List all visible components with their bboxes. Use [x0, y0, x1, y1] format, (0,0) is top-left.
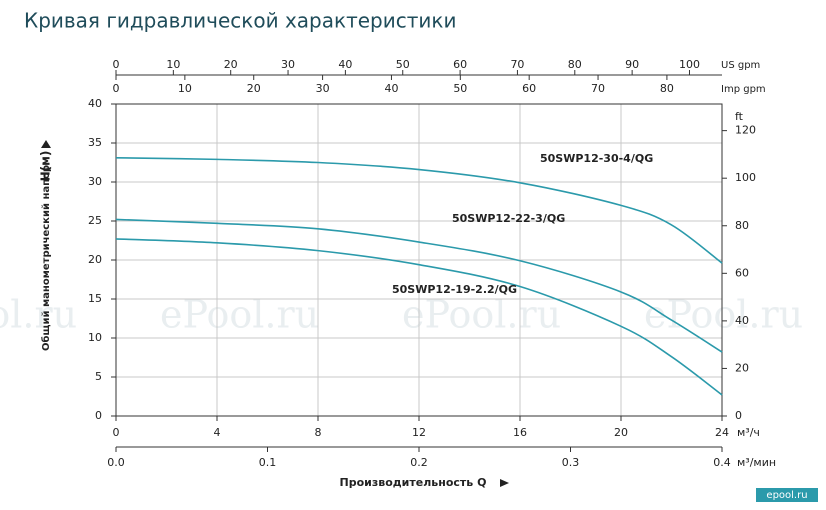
top-tick-label: 80 [660, 82, 674, 95]
x-min-tick-label: 0.3 [562, 456, 580, 469]
watermark: ePool.ru [644, 293, 803, 337]
curve [115, 238, 723, 396]
x-tick-label: 20 [614, 426, 628, 439]
top-tick-label: 90 [625, 58, 639, 71]
y2-tick-label: 120 [735, 124, 756, 137]
x-unit: м³/ч [737, 426, 760, 439]
top-tick-label: 40 [338, 58, 352, 71]
top-tick-label: 60 [453, 58, 467, 71]
y-tick-label: 25 [88, 214, 102, 227]
top-tick-label: 20 [247, 82, 261, 95]
top-tick-label: 0 [113, 82, 120, 95]
x-tick-label: 8 [315, 426, 322, 439]
y-tick-label: 35 [88, 136, 102, 149]
curve [115, 218, 723, 353]
x-min-tick-label: 0.1 [259, 456, 277, 469]
top-tick-label: 30 [316, 82, 330, 95]
logo: epool.ru [766, 490, 807, 501]
y-tick-label: 15 [88, 292, 102, 305]
y2-tick-label: 20 [735, 361, 749, 374]
top-tick-label: 50 [396, 58, 410, 71]
x-tick-label: 12 [412, 426, 426, 439]
series-label: 50SWP12-30-4/QG [540, 152, 653, 165]
top-tick-label: 50 [453, 82, 467, 95]
x-min-tick-label: 0.4 [713, 456, 731, 469]
top-tick-label: 60 [522, 82, 536, 95]
y2-tick-label: 40 [735, 314, 749, 327]
top-tick-label: 20 [224, 58, 238, 71]
logo-box [756, 488, 818, 502]
chart-title: Кривая гидравлической характеристики [24, 9, 456, 33]
y-tick-label: 5 [95, 370, 102, 383]
y2-tick-label: 100 [735, 171, 756, 184]
y2-tick-label: 60 [735, 266, 749, 279]
y2-unit: ft [735, 110, 744, 123]
top-unit: Imp gpm [721, 84, 766, 95]
series-label: 50SWP12-19-2.2/QG [392, 283, 517, 296]
y-tick-label: 20 [88, 253, 102, 266]
top-tick-label: 100 [679, 58, 700, 71]
x-tick-label: 24 [715, 426, 729, 439]
top-tick-label: 70 [591, 82, 605, 95]
y-arrow [41, 140, 51, 148]
y-axis-symbol: H(м) [39, 151, 53, 182]
x-min-tick-label: 0.2 [410, 456, 428, 469]
y-tick-label: 0 [95, 409, 102, 422]
x-tick-label: 0 [113, 426, 120, 439]
x-axis-label: Производительность Q [340, 476, 487, 489]
top-tick-label: 10 [178, 82, 192, 95]
top-unit: US gpm [721, 60, 760, 71]
x-tick-label: 4 [214, 426, 221, 439]
top-tick-label: 10 [166, 58, 180, 71]
x-min-unit: м³/мин [737, 456, 776, 469]
top-tick-label: 30 [281, 58, 295, 71]
y-tick-label: 30 [88, 175, 102, 188]
watermark: ePool.ru [402, 293, 561, 337]
top-tick-label: 70 [510, 58, 524, 71]
y-tick-label: 40 [88, 97, 102, 110]
top-tick-label: 80 [568, 58, 582, 71]
x-min-tick-label: 0.0 [107, 456, 125, 469]
watermark: ePool.ru [160, 293, 319, 337]
top-tick-label: 0 [113, 58, 120, 71]
y-tick-label: 10 [88, 331, 102, 344]
watermark: ePool.ru [0, 293, 77, 337]
y2-tick-label: 0 [735, 409, 742, 422]
series-label: 50SWP12-22-3/QG [452, 212, 565, 225]
y2-tick-label: 80 [735, 219, 749, 232]
top-tick-label: 40 [384, 82, 398, 95]
x-tick-label: 16 [513, 426, 527, 439]
curve [115, 157, 723, 264]
x-arrow [500, 479, 509, 487]
plot-frame [115, 103, 723, 417]
y-axis-label: Общий манометрический напор [40, 165, 52, 351]
